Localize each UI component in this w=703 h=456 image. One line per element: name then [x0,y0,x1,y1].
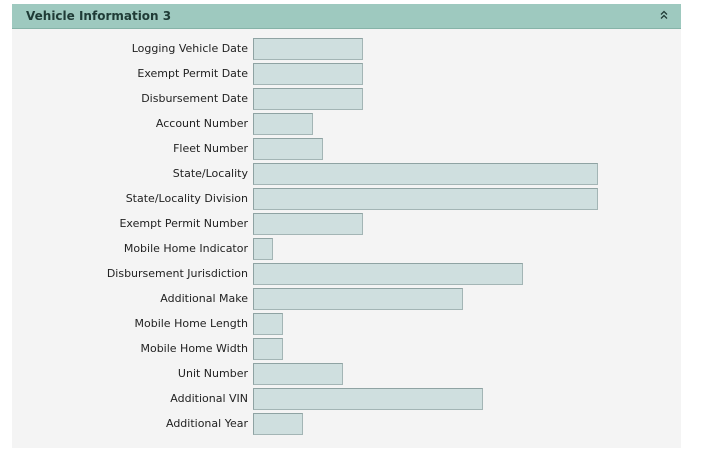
form-row-additional-make: Additional Make [12,288,681,310]
account-number-label: Account Number [155,117,248,130]
exempt-permit-number-input[interactable] [253,213,363,235]
form-row-exempt-permit-number: Exempt Permit Number [12,213,681,235]
unit-number-label: Unit Number [177,367,248,380]
form-row-mobile-home-length: Mobile Home Length [12,313,681,335]
additional-vin-input[interactable] [253,388,483,410]
state-locality-input[interactable] [253,163,598,185]
disbursement-date-label: Disbursement Date [141,92,248,105]
disbursement-date-input[interactable] [253,88,363,110]
state-locality-division-input[interactable] [253,188,598,210]
unit-number-input[interactable] [253,363,343,385]
additional-vin-label: Additional VIN [170,392,248,405]
form-row-state-locality: State/Locality [12,163,681,185]
logging-vehicle-date-input[interactable] [253,38,363,60]
mobile-home-indicator-label: Mobile Home Indicator [123,242,248,255]
form-row-disbursement-jurisdiction: Disbursement Jurisdiction [12,263,681,285]
form-row-additional-vin: Additional VIN [12,388,681,410]
form-row-mobile-home-width: Mobile Home Width [12,338,681,360]
state-locality-label: State/Locality [172,167,248,180]
form-row-account-number: Account Number [12,113,681,135]
double-chevron-up-icon[interactable] [657,7,671,23]
panel-header[interactable]: Vehicle Information 3 [12,4,681,29]
mobile-home-indicator-input[interactable] [253,238,273,260]
form-row-mobile-home-indicator: Mobile Home Indicator [12,238,681,260]
form-row-logging-vehicle-date: Logging Vehicle Date [12,38,681,60]
fleet-number-input[interactable] [253,138,323,160]
state-locality-division-label: State/Locality Division [125,192,248,205]
form-row-additional-year: Additional Year [12,413,681,435]
form-row-fleet-number: Fleet Number [12,138,681,160]
mobile-home-length-input[interactable] [253,313,283,335]
logging-vehicle-date-label: Logging Vehicle Date [131,42,248,55]
additional-make-label: Additional Make [160,292,248,305]
form-row-state-locality-division: State/Locality Division [12,188,681,210]
exempt-permit-number-label: Exempt Permit Number [119,217,248,230]
additional-year-label: Additional Year [165,417,248,430]
exempt-permit-date-label: Exempt Permit Date [137,67,248,80]
mobile-home-length-label: Mobile Home Length [134,317,248,330]
disbursement-jurisdiction-input[interactable] [253,263,523,285]
panel-title: Vehicle Information 3 [26,9,172,23]
additional-make-input[interactable] [253,288,463,310]
disbursement-jurisdiction-label: Disbursement Jurisdiction [106,267,248,280]
fleet-number-label: Fleet Number [173,142,248,155]
exempt-permit-date-input[interactable] [253,63,363,85]
additional-year-input[interactable] [253,413,303,435]
form-row-unit-number: Unit Number [12,363,681,385]
mobile-home-width-input[interactable] [253,338,283,360]
vehicle-information-3-panel: Vehicle Information 3 Logging Vehicle Da… [12,4,681,448]
form-row-disbursement-date: Disbursement Date [12,88,681,110]
form-row-exempt-permit-date: Exempt Permit Date [12,63,681,85]
mobile-home-width-label: Mobile Home Width [140,342,248,355]
account-number-input[interactable] [253,113,313,135]
